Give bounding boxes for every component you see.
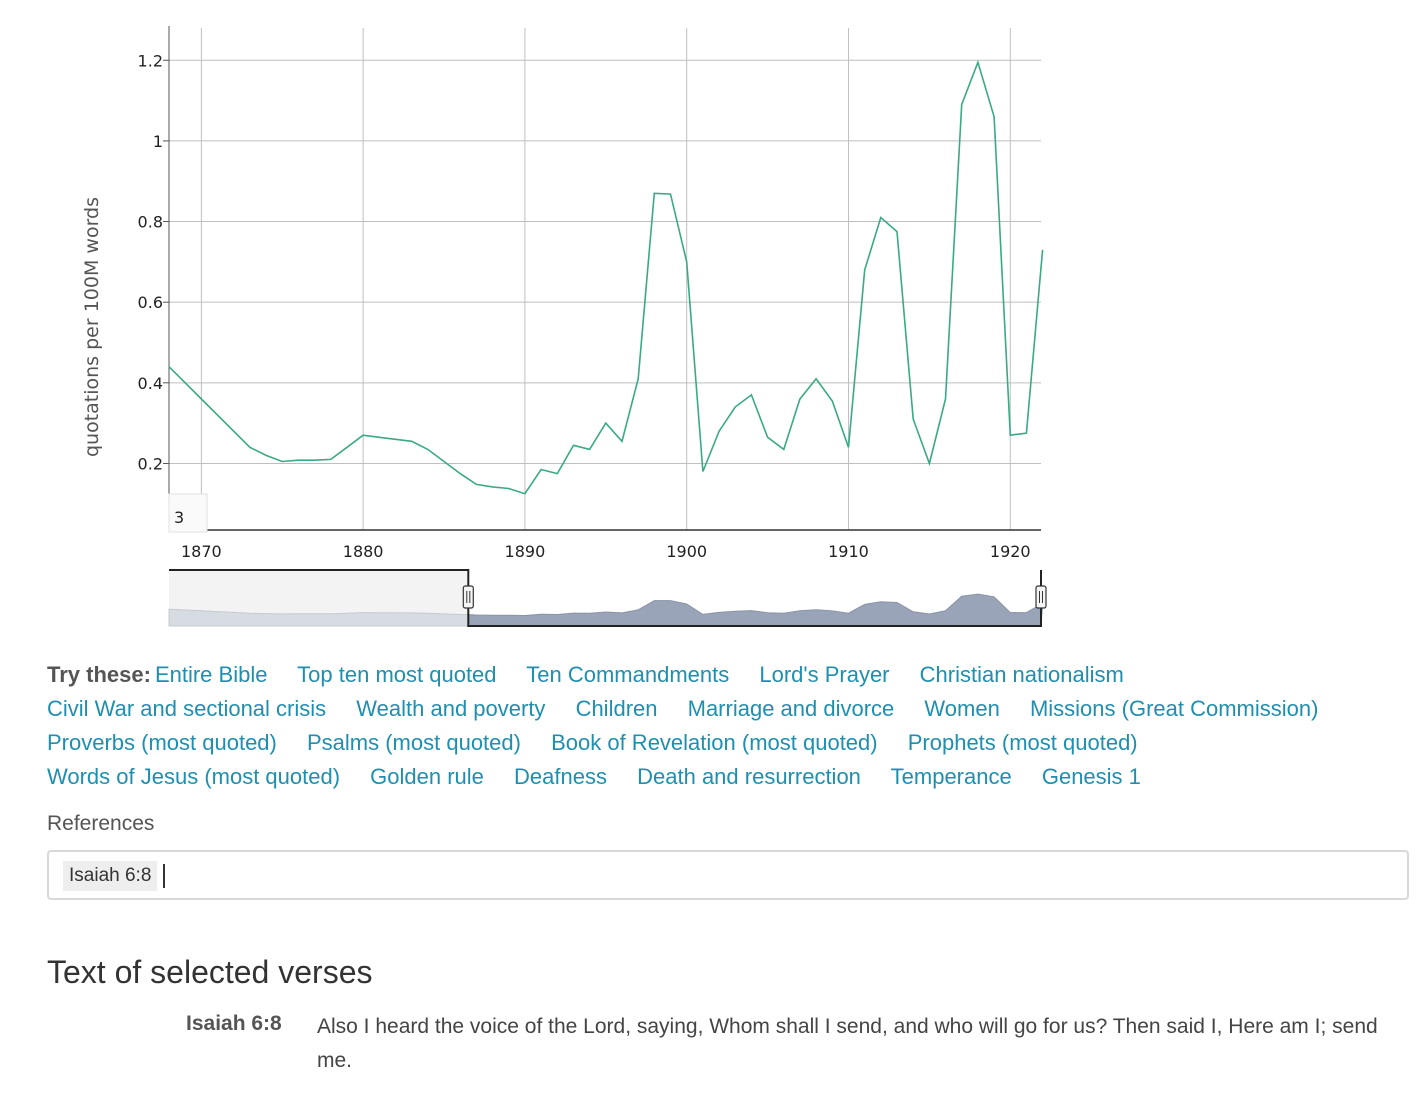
try-link[interactable]: Ten Commandments	[526, 662, 730, 687]
try-link[interactable]: Genesis 1	[1041, 764, 1141, 789]
handle-grip	[1035, 585, 1047, 609]
try-these-section: Try these: Entire Bible Top ten most quot…	[47, 658, 1407, 794]
try-link[interactable]: Golden rule	[370, 764, 484, 789]
try-link[interactable]: Entire Bible	[154, 662, 268, 687]
references-input[interactable]: Isaiah 6:8	[47, 850, 1409, 900]
try-these-links: Entire Bible Top ten most quoted Ten Com…	[47, 662, 1342, 789]
try-link[interactable]: Children	[575, 696, 658, 721]
y-tick-label: 1.2	[138, 51, 163, 70]
y-tick-label: 1	[153, 132, 163, 151]
x-tick-label: 1900	[666, 542, 707, 561]
try-link[interactable]: Prophets (most quoted)	[907, 730, 1138, 755]
y-axis-title: quotations per 100M words	[81, 197, 103, 457]
try-link[interactable]: Civil War and sectional crisis	[47, 696, 327, 721]
navigator-area-unselected	[168, 608, 478, 627]
try-link[interactable]: Psalms (most quoted)	[307, 730, 521, 755]
y-tick-label: 0.8	[138, 213, 163, 232]
series-line	[168, 59, 1044, 495]
try-link[interactable]: Words of Jesus (most quoted)	[47, 764, 341, 789]
y-axis-ticks: 0.2 0.4 0.6 0.8 1 1.2	[138, 51, 169, 473]
try-link[interactable]: Top ten most quoted	[297, 662, 497, 687]
y-tick-label: 0.6	[138, 293, 163, 312]
navigator-right-handle[interactable]	[1035, 585, 1047, 609]
chart: 0.2 0.4 0.6 0.8 1 1.2 1870 1880 1890 1900 1910 192…	[81, 26, 1047, 627]
x-tick-label: 1890	[505, 542, 546, 561]
x-tick-label: 1870	[181, 542, 222, 561]
try-link[interactable]: Marriage and divorce	[687, 696, 895, 721]
corner-box	[168, 493, 208, 533]
y-tick-label: 0.4	[138, 374, 163, 393]
navigator-left-handle[interactable]	[462, 585, 474, 609]
try-link[interactable]: Temperance	[890, 764, 1012, 789]
try-link[interactable]: Proverbs (most quoted)	[47, 730, 277, 755]
corner-label: 3	[174, 508, 184, 527]
verse-text: Also I heard the voice of the Lord, sayi…	[317, 1015, 1378, 1072]
series-line-group	[168, 59, 1044, 495]
x-tick-label: 1920	[990, 542, 1031, 561]
reference-chip[interactable]: Isaiah 6:8	[63, 861, 158, 891]
range-navigator[interactable]	[168, 569, 1047, 627]
try-link[interactable]: Wealth and poverty	[356, 696, 546, 721]
try-link[interactable]: Death and resurrection	[637, 764, 861, 789]
x-axis-ticks: 1870 1880 1890 1900 1910 1920	[181, 542, 1031, 561]
try-link[interactable]: Women	[924, 696, 1000, 721]
try-link[interactable]: Deafness	[514, 764, 607, 789]
navigator-area-selected	[467, 593, 1044, 627]
try-link[interactable]: Christian nationalism	[919, 662, 1124, 687]
references-label: References	[47, 812, 155, 835]
x-tick-label: 1910	[828, 542, 869, 561]
y-tick-label: 0.2	[138, 454, 163, 473]
x-tick-label: 1880	[343, 542, 384, 561]
handle-grip	[462, 585, 474, 609]
try-link[interactable]: Book of Revelation (most quoted)	[551, 730, 878, 755]
try-these-label: Try these:	[47, 662, 151, 687]
verse-reference: Isaiah 6:8	[186, 1012, 282, 1035]
selected-verses-title: Text of selected verses	[47, 954, 373, 990]
try-link[interactable]: Lord's Prayer	[759, 662, 890, 687]
chart-grid	[168, 26, 1041, 531]
try-link[interactable]: Missions (Great Commission)	[1029, 696, 1319, 721]
text-cursor	[163, 864, 165, 888]
